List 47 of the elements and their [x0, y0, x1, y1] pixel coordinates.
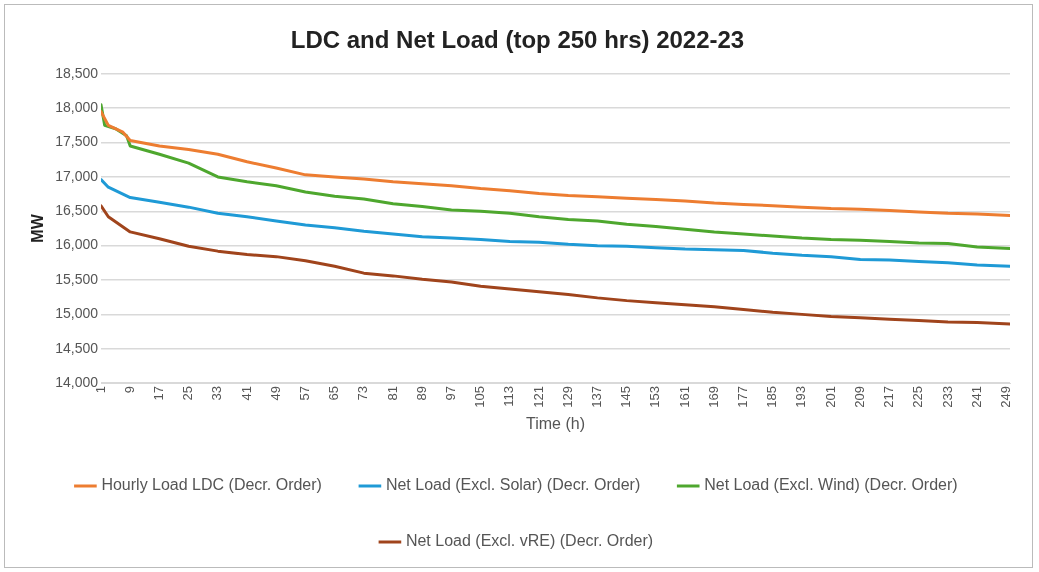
x-tick-label: 41: [238, 386, 254, 401]
y-tick-label: 17,500: [55, 133, 99, 150]
x-tick-label: 57: [297, 386, 313, 401]
x-tick-label: 49: [267, 386, 283, 401]
x-axis-title: Time (h): [526, 414, 585, 432]
y-tick-label: 16,500: [55, 202, 99, 219]
x-tick-label: 113: [501, 386, 517, 407]
chart-title: LDC and Net Load (top 250 hrs) 2022-23: [290, 26, 745, 54]
y-tick-label: 15,500: [55, 270, 99, 287]
x-tick-label: 17: [151, 386, 167, 401]
x-tick-label: 153: [647, 386, 663, 408]
x-tick-label: 249: [997, 386, 1013, 408]
x-tick-label: 209: [851, 386, 867, 408]
legend-label: Hourly Load LDC (Decr. Order): [101, 476, 322, 494]
x-tick-label: 105: [472, 386, 488, 408]
y-tick-label: 16,000: [55, 236, 99, 253]
x-tick-label: 25: [180, 386, 196, 401]
y-tick-label: 17,000: [55, 167, 99, 184]
x-tick-label: 185: [764, 386, 780, 408]
x-tick-label: 121: [530, 386, 546, 408]
x-tick-label: 225: [910, 386, 926, 408]
x-tick-label: 233: [939, 386, 955, 408]
y-tick-label: 14,500: [55, 339, 99, 356]
y-tick-label: 18,000: [55, 99, 99, 116]
x-tick-label: 193: [793, 386, 809, 408]
x-tick-label: 177: [735, 386, 751, 408]
legend-label: Net Load (Excl. Solar) (Decr. Order): [385, 476, 641, 494]
x-tick-label: 137: [589, 386, 605, 408]
legend-label: Net Load (Excl. vRE) (Decr. Order): [405, 532, 654, 550]
y-tick-label: 18,500: [55, 64, 99, 81]
x-tick-label: 97: [443, 386, 459, 401]
x-tick-label: 217: [881, 386, 897, 408]
x-tick-label: 73: [355, 386, 371, 401]
x-tick-label: 129: [559, 386, 575, 408]
x-tick-label: 65: [326, 386, 342, 401]
x-tick-label: 81: [384, 386, 400, 401]
y-axis-title: MW: [29, 213, 47, 243]
x-tick-label: 89: [413, 386, 429, 401]
x-tick-label: 241: [968, 386, 984, 408]
y-tick-label: 15,000: [55, 305, 99, 322]
x-tick-label: 9: [121, 386, 137, 394]
x-tick-label: 145: [618, 386, 634, 408]
x-tick-label: 33: [209, 386, 225, 401]
legend-label: Net Load (Excl. Wind) (Decr. Order): [704, 476, 958, 494]
x-tick-label: 201: [822, 386, 838, 408]
x-tick-label: 161: [676, 386, 692, 408]
x-tick-label: 169: [705, 386, 721, 408]
